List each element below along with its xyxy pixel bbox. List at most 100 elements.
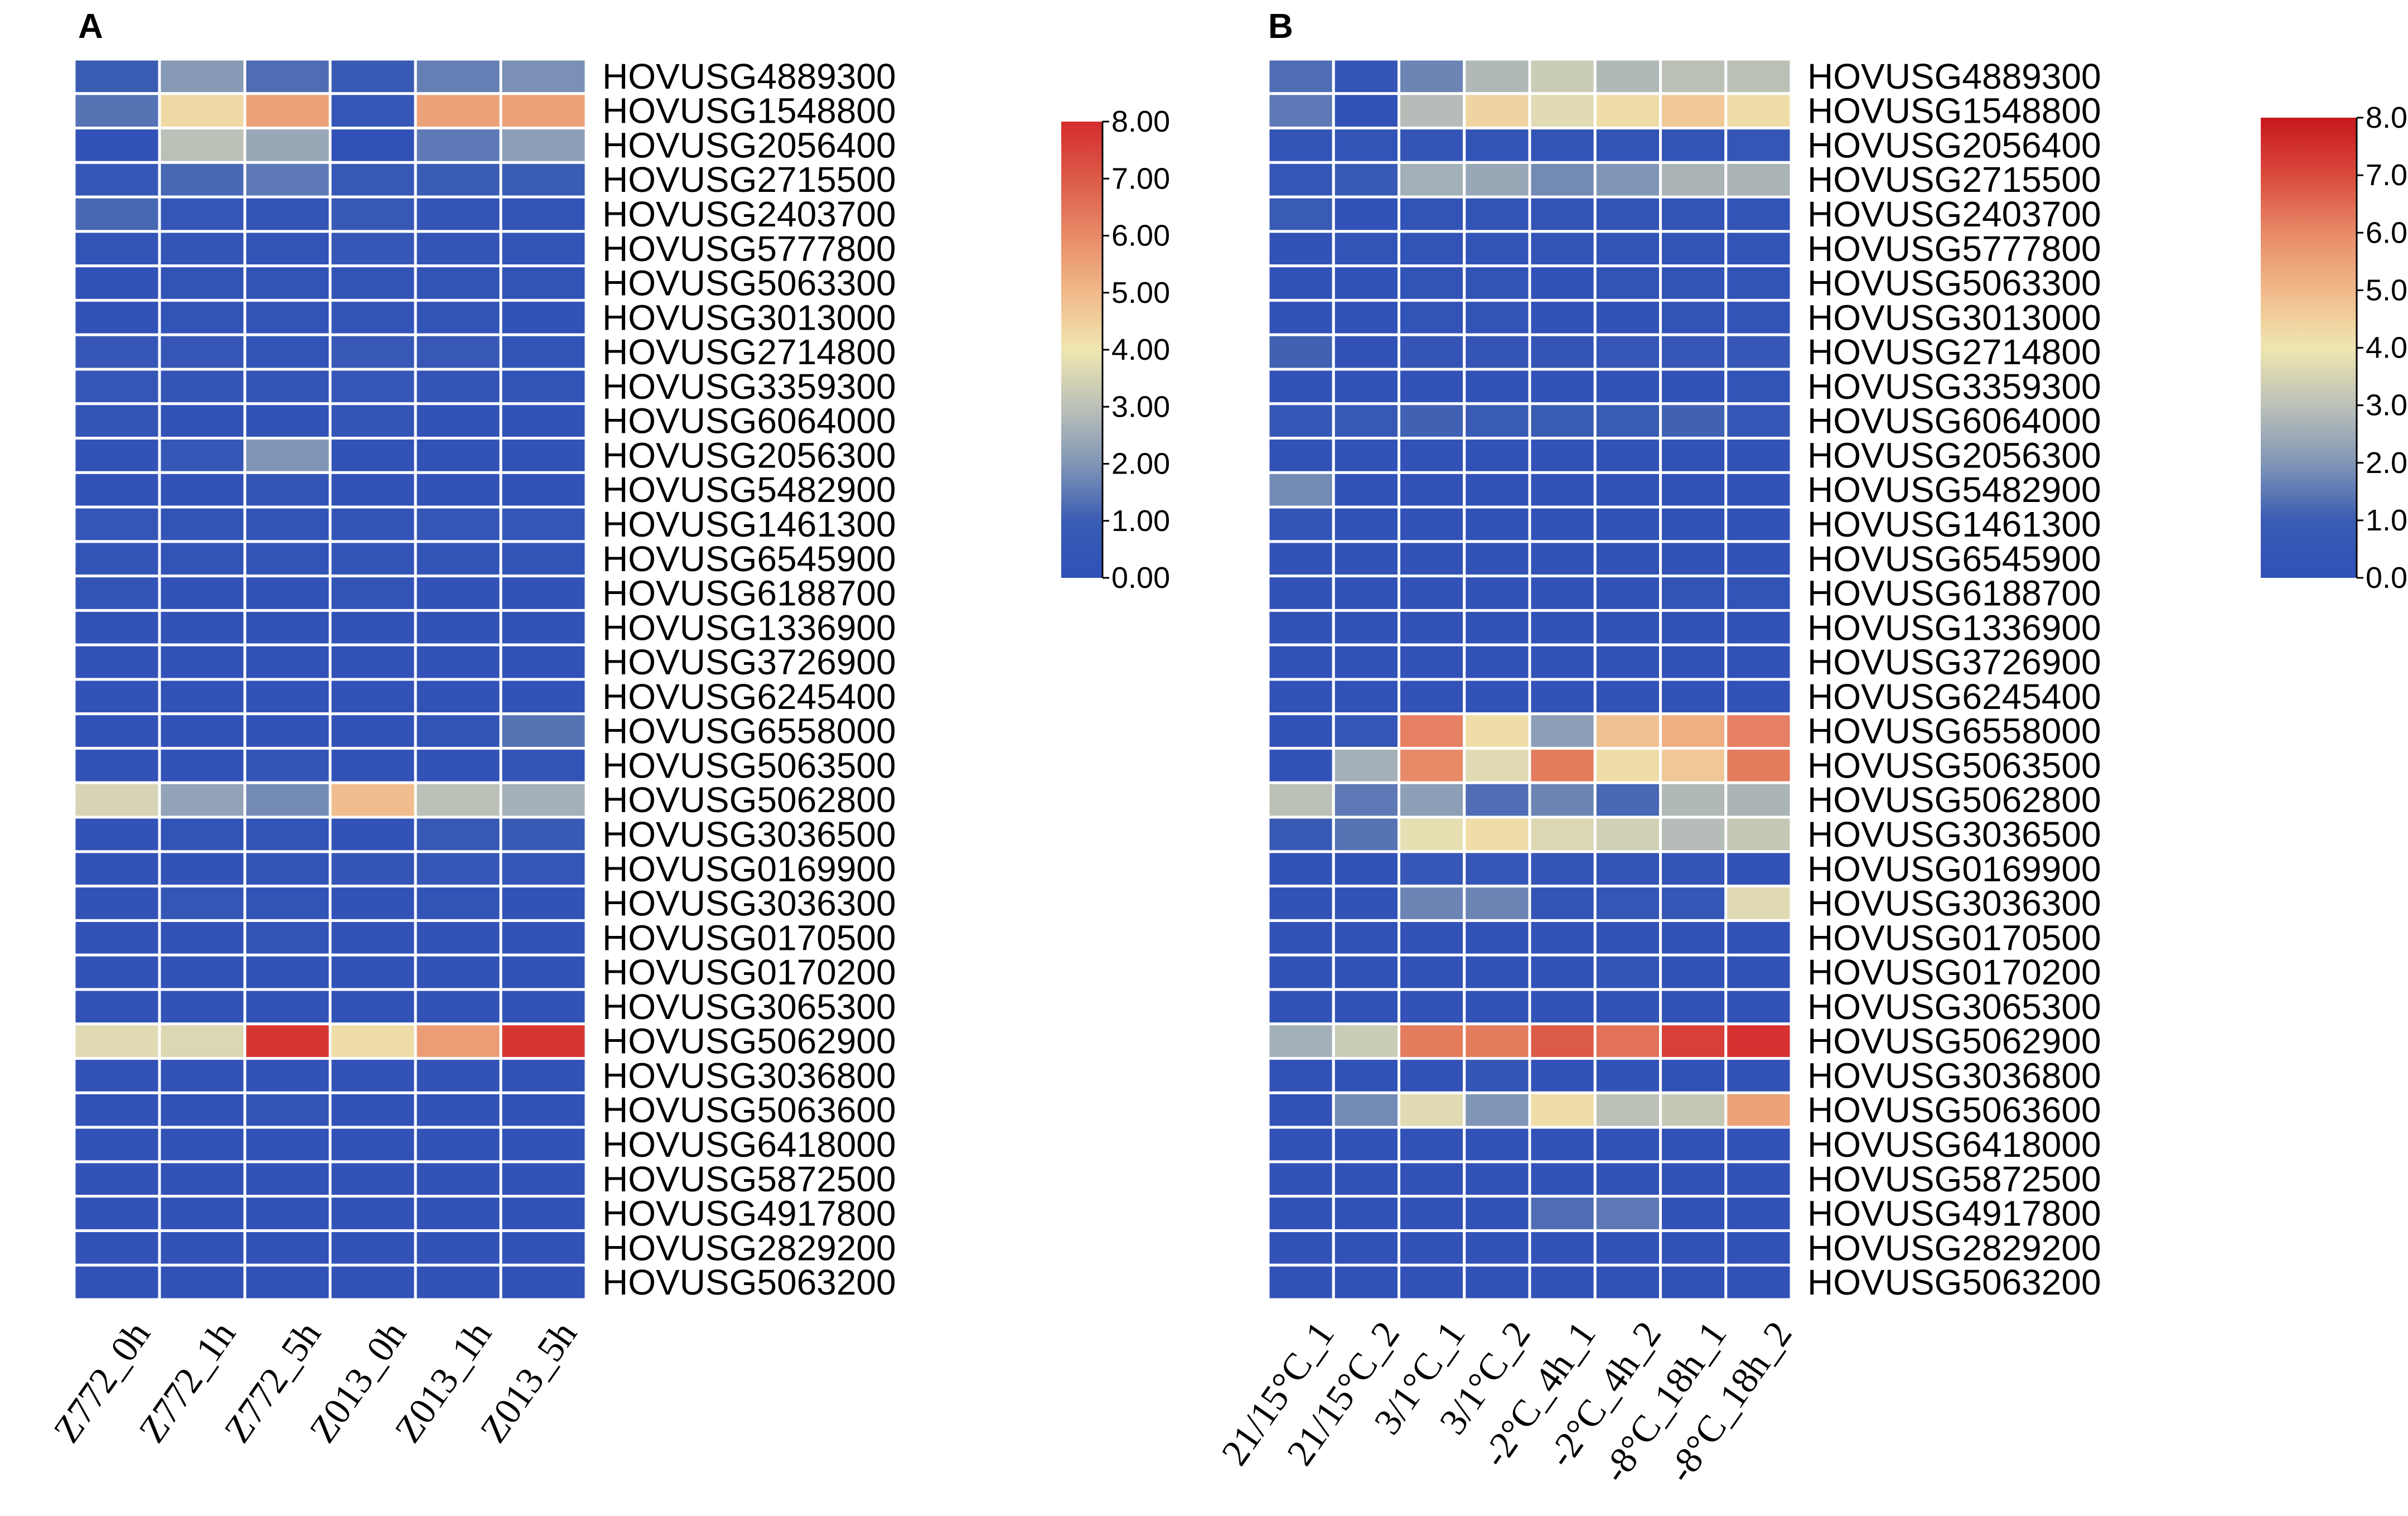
heatmap-cell xyxy=(1332,1229,1400,1267)
row-label: HOVUSG4917800 xyxy=(602,1194,896,1234)
colorbar-panel-b: 0.00 1.00 2.00 3.00 4.00 5.00 6.00 7.00 8.00 xyxy=(2261,101,2408,595)
heatmap-cell xyxy=(1593,230,1662,268)
heatmap-cell xyxy=(1593,437,1662,474)
heatmap-cell xyxy=(1266,368,1335,405)
heatmap-cell xyxy=(1659,678,1728,716)
heatmap-cell xyxy=(1528,195,1597,233)
heatmap-cell xyxy=(328,988,417,1026)
heatmap-cell xyxy=(158,1229,246,1267)
heatmap-cell xyxy=(1593,747,1662,784)
heatmap-cell xyxy=(1593,1126,1662,1163)
heatmap-cell xyxy=(1463,678,1531,716)
heatmap-cell xyxy=(499,1091,588,1129)
row-label: HOVUSG5063300 xyxy=(602,263,896,303)
heatmap-cell xyxy=(1659,368,1728,405)
heatmap-cell xyxy=(1332,747,1400,784)
colorbar-tick-label: 2.00 xyxy=(2366,446,2408,480)
heatmap-cell xyxy=(243,1022,332,1060)
heatmap-cell xyxy=(243,437,332,474)
row-label: HOVUSG6558000 xyxy=(1807,711,2101,751)
heatmap-cell xyxy=(1463,781,1531,819)
heatmap-cell xyxy=(1266,161,1335,199)
heatmap-cell xyxy=(1398,1126,1466,1163)
heatmap-cell xyxy=(243,298,332,336)
heatmap-cell xyxy=(72,988,161,1026)
heatmap-cell xyxy=(328,1195,417,1232)
heatmap-cell xyxy=(499,643,588,681)
row-label: HOVUSG0170500 xyxy=(602,918,896,958)
heatmap-cell xyxy=(499,264,588,302)
heatmap-cell xyxy=(72,1195,161,1232)
heatmap-cell xyxy=(1463,885,1531,922)
heatmap-cell xyxy=(499,953,588,991)
heatmap-cell xyxy=(1528,747,1597,784)
heatmap-cell xyxy=(499,712,588,750)
colorbar-tick-label: 4.00 xyxy=(2366,331,2408,365)
row-label: HOVUSG4889300 xyxy=(602,56,896,96)
heatmap-cell xyxy=(1266,195,1335,233)
heatmap-cell xyxy=(1398,161,1466,199)
heatmap-cell xyxy=(158,161,246,199)
heatmap-cell xyxy=(158,402,246,440)
heatmap-cell xyxy=(1463,92,1531,130)
heatmap-cell xyxy=(1593,609,1662,646)
row-label: HOVUSG3359300 xyxy=(602,366,896,407)
heatmap-cell xyxy=(1398,1263,1466,1301)
row-label: HOVUSG3359300 xyxy=(1807,366,2101,407)
heatmap-cell xyxy=(499,781,588,819)
heatmap-cell xyxy=(1398,953,1466,991)
heatmap-cell xyxy=(1659,747,1728,784)
heatmap-cell xyxy=(1266,1126,1335,1163)
row-label: HOVUSG6418000 xyxy=(602,1124,896,1165)
row-label: HOVUSG6545900 xyxy=(602,539,896,579)
heatmap-cell xyxy=(414,712,502,750)
row-label: HOVUSG2715500 xyxy=(1807,160,2101,200)
heatmap-cell xyxy=(72,298,161,336)
heatmap-cell xyxy=(1659,781,1728,819)
row-label: HOVUSG2715500 xyxy=(602,160,896,200)
row-label: HOVUSG3726900 xyxy=(1807,642,2101,682)
heatmap-cell xyxy=(243,127,332,164)
row-label: HOVUSG6245400 xyxy=(1807,677,2101,717)
heatmap-cell xyxy=(1593,919,1662,957)
heatmap-cell xyxy=(243,712,332,750)
heatmap-cell xyxy=(1724,815,1793,853)
heatmap-cell xyxy=(1463,1126,1531,1163)
heatmap-cell xyxy=(1398,781,1466,819)
heatmap-cell xyxy=(1398,643,1466,681)
heatmap-cell xyxy=(1398,1229,1466,1267)
heatmap-cell xyxy=(1659,57,1728,95)
heatmap-cell xyxy=(1266,953,1335,991)
heatmap-cell xyxy=(72,850,161,888)
heatmap-cell xyxy=(1463,988,1531,1026)
heatmap-cell xyxy=(1266,92,1335,130)
row-label: HOVUSG3726900 xyxy=(602,642,896,682)
heatmap-cell xyxy=(1593,988,1662,1026)
row-label: HOVUSG6245400 xyxy=(602,677,896,717)
heatmap-cell xyxy=(1332,230,1400,268)
heatmap-cell xyxy=(1332,298,1400,336)
heatmap-cell xyxy=(328,574,417,612)
heatmap-cell xyxy=(1528,1057,1597,1094)
heatmap-cell xyxy=(1266,1263,1335,1301)
heatmap-cell xyxy=(72,953,161,991)
heatmap-cell xyxy=(1593,402,1662,440)
row-label: HOVUSG2829200 xyxy=(602,1228,896,1268)
heatmap-cell xyxy=(243,471,332,509)
heatmap-cell xyxy=(243,230,332,268)
heatmap-cell xyxy=(158,437,246,474)
heatmap-cell xyxy=(1463,230,1531,268)
heatmap-cell xyxy=(243,264,332,302)
heatmap-cell xyxy=(1593,815,1662,853)
heatmap-cell xyxy=(72,1091,161,1129)
heatmap-cell xyxy=(1593,1195,1662,1232)
heatmap-cell xyxy=(1724,1160,1793,1198)
row-label: HOVUSG5062900 xyxy=(602,1021,896,1061)
row-label: HOVUSG0170500 xyxy=(1807,918,2101,958)
row-label: HOVUSG3013000 xyxy=(602,297,896,337)
heatmap-cell xyxy=(1398,437,1466,474)
row-label: HOVUSG5063500 xyxy=(602,745,896,785)
heatmap-cell xyxy=(1528,678,1597,716)
row-label: HOVUSG2403700 xyxy=(1807,194,2101,234)
heatmap-cell xyxy=(1266,127,1335,164)
